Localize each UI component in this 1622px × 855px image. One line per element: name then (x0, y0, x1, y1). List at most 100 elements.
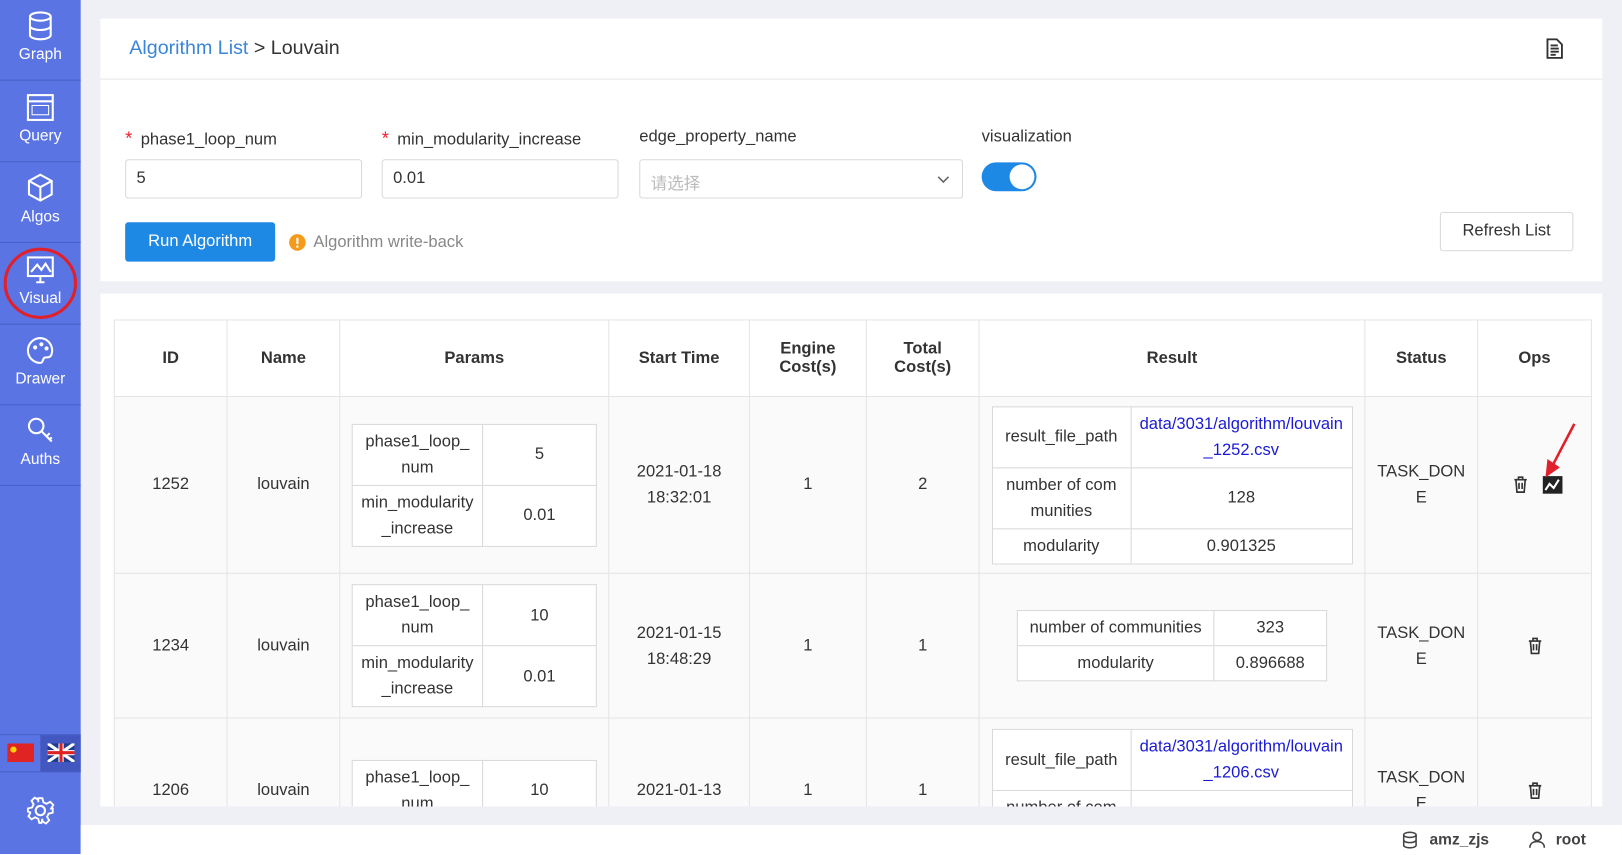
delete-icon[interactable] (1527, 637, 1541, 655)
db-icon (1402, 831, 1417, 849)
settings[interactable] (0, 771, 81, 855)
flag-uk[interactable] (47, 743, 75, 762)
value: 0.896688 (1235, 654, 1305, 673)
id-cell: 1234 (113, 572, 228, 719)
id-cell: 1206 (113, 717, 228, 807)
file-link[interactable]: data/3031/algorithm/louvain_1252.csv (1139, 415, 1343, 459)
flag-cn[interactable] (7, 743, 35, 762)
result-cell: number of communities 323 modularity 0.8966… (978, 572, 1366, 719)
delete-icon[interactable] (1513, 476, 1527, 494)
text-input[interactable]: 0.01 (381, 159, 619, 199)
nav-label: Visual (19, 289, 62, 308)
icon (28, 11, 52, 41)
result-table: result_file_path data/3031/algorithm/louv… (991, 728, 1353, 807)
table-card: ID Name Params Start Time Engine Cost(s) Tota… (100, 293, 1603, 807)
value-cell: 0.896688 (1213, 645, 1328, 682)
value-cell: 10 (482, 759, 597, 807)
visualize-icon[interactable] (1542, 475, 1563, 494)
column-header: Result (978, 319, 1366, 398)
icon-line (1544, 479, 1560, 491)
refresh-button[interactable]: Refresh List (1439, 211, 1574, 252)
icon (26, 256, 54, 284)
key: number of communities (1006, 799, 1116, 806)
toggle[interactable] (981, 162, 1037, 192)
value-cell: 5 (482, 423, 597, 486)
nav-auths[interactable]: Auths (0, 405, 81, 486)
writeback-text: Algorithm write-back (313, 233, 464, 252)
total-cost-cell: 1 (865, 572, 980, 719)
name: louvain (257, 475, 310, 494)
user-icon (1529, 831, 1546, 848)
field-label: edge_property_name (639, 128, 797, 146)
value: 10 (530, 606, 549, 624)
gear-icon (26, 796, 55, 825)
table-body: 1252 louvain phase1_loop_num 5 min_modularit… (113, 395, 1592, 807)
doc-icon[interactable] (1544, 38, 1565, 59)
icon (27, 173, 53, 202)
result-table-row: result_file_path data/3031/algorithm/louv… (991, 728, 1353, 791)
form-card: Algorithm List > Louvain phase1_loop_num… (100, 18, 1603, 282)
params-table-row: min_modularity_increase 0.01 (351, 484, 597, 547)
arrow-head (1545, 459, 1560, 478)
algo-table: ID Name Params Start Time Engine Cost(s) Tota… (113, 319, 1592, 807)
value: 5 (534, 445, 545, 464)
icon (26, 94, 54, 121)
warning-icon (289, 234, 306, 251)
key-cell: modularity (991, 527, 1132, 564)
engine-cost-cell: 1 (748, 395, 867, 574)
status-bar: amz_zjs root (80, 825, 1622, 855)
status-cell: TASK_DONE (1364, 572, 1479, 719)
key-cell: phase1_loop_num (351, 584, 484, 647)
key-cell: min_modularity_increase (351, 484, 484, 547)
arrow-shaft (1550, 423, 1576, 468)
total-cost: 1 (918, 781, 928, 799)
column-header: Start Time (608, 319, 750, 398)
status: TASK_DONE (1377, 768, 1466, 807)
column-header: Params (339, 319, 610, 398)
nav-query[interactable]: Query (0, 82, 81, 163)
column-header: Name (226, 319, 341, 398)
params-table-row: phase1_loop_num 10 (351, 584, 597, 647)
key-cell: modularity (1016, 645, 1215, 682)
key: phase1_loop_num (365, 593, 470, 637)
key-cell: result_file_path (991, 728, 1132, 791)
nav-label: Query (19, 127, 62, 145)
nav-graph[interactable]: Graph (0, 0, 81, 81)
table-row: 1234 louvain phase1_loop_num 10 min_modulari… (113, 572, 1592, 719)
value: 128 (1227, 489, 1256, 507)
column-header: Engine Cost(s) (748, 319, 867, 398)
value-cell: 128 (1130, 466, 1353, 529)
key: min_modularity_increase (361, 654, 474, 698)
total-cost: 2 (918, 475, 928, 494)
delete-icon[interactable] (1527, 781, 1541, 799)
params-table-row: phase1_loop_num 5 (351, 423, 597, 486)
params-table: phase1_loop_num 10 (351, 759, 597, 807)
result-cell: result_file_path data/3031/algorithm/louv… (978, 717, 1366, 807)
field-label: min_modularity_increase (382, 128, 581, 150)
name-cell: louvain (226, 572, 341, 719)
key-cell: number of communities (991, 466, 1132, 529)
key: modularity (1077, 654, 1154, 673)
engine-cost-cell: 1 (748, 717, 867, 807)
breadcrumb-link[interactable]: Algorithm List (129, 37, 249, 59)
result-table: number of communities 323 modularity 0.8966… (1016, 610, 1328, 682)
params-table: phase1_loop_num 10 min_modularity_increase… (351, 584, 597, 708)
text-input[interactable]: 5 (125, 159, 363, 199)
value-cell: 0.901325 (1130, 527, 1353, 564)
key-cell: result_file_path (991, 405, 1132, 468)
select[interactable]: 请选择 (639, 159, 964, 199)
start-time: 2021-01-15 18:48:29 (636, 623, 722, 668)
params-table-row: min_modularity_increase 0.01 (351, 645, 597, 708)
start-time-cell: 2021-01-15 18:48:29 (608, 572, 750, 719)
field-label: visualization (981, 128, 1072, 146)
column-header: Total Cost(s) (865, 319, 980, 398)
total-cost-cell: 1 (865, 717, 980, 807)
key-cell: phase1_loop_num (351, 759, 484, 807)
breadcrumb: Algorithm List > Louvain (129, 37, 339, 60)
start-time: 2021-01-18 18:32:01 (636, 463, 722, 507)
file-link[interactable]: data/3031/algorithm/louvain_1206.csv (1139, 738, 1343, 782)
nav-algos[interactable]: Algos (0, 162, 81, 243)
nav-drawer[interactable]: Drawer (0, 325, 81, 406)
nav-visual[interactable]: Visual (0, 244, 81, 325)
run-button[interactable]: Run Algorithm (125, 222, 276, 262)
